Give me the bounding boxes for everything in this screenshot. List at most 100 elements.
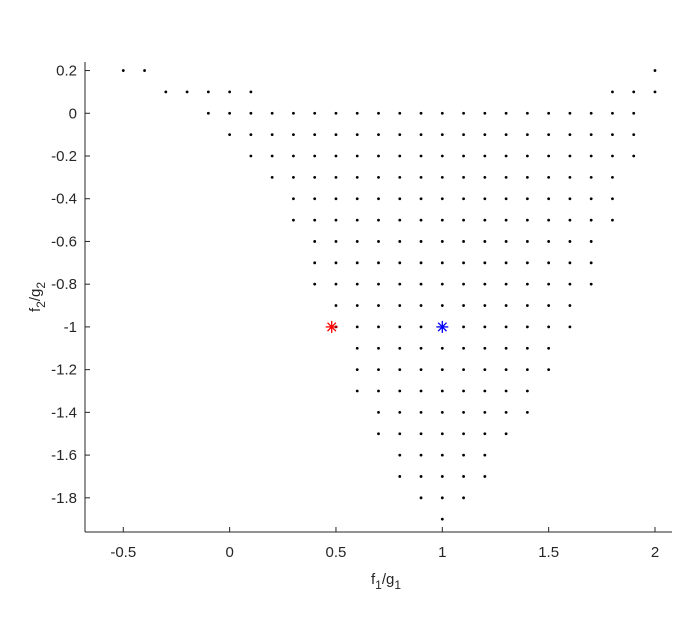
scatter-point <box>589 197 593 201</box>
scatter-point <box>589 261 593 265</box>
scatter-point <box>483 453 487 457</box>
scatter-point <box>568 111 572 115</box>
scatter-point <box>440 261 444 265</box>
scatter-point <box>611 154 614 158</box>
scatter-point <box>611 218 614 222</box>
scatter-point <box>504 154 508 158</box>
scatter-point <box>377 261 380 265</box>
scatter-point <box>440 304 444 307</box>
scatter-point <box>440 389 444 393</box>
scatter-point <box>525 175 529 179</box>
scatter-point <box>398 325 402 329</box>
scatter-point <box>398 346 402 350</box>
scatter-point <box>462 154 465 158</box>
scatter-point <box>504 197 508 201</box>
scatter-point <box>632 154 636 158</box>
scatter-point <box>185 90 189 94</box>
scatter-point <box>440 218 444 222</box>
scatter-point <box>440 282 444 286</box>
scatter-point <box>547 240 551 243</box>
scatter-point <box>504 410 508 414</box>
scatter-point <box>419 368 423 372</box>
scatter-point <box>398 410 402 414</box>
scatter-point <box>313 133 317 137</box>
scatter-point <box>504 111 508 115</box>
scatter-point <box>398 111 402 115</box>
scatter-point <box>419 111 423 115</box>
scatter-point <box>632 133 636 137</box>
scatter-point <box>334 218 338 222</box>
scatter-point <box>525 389 529 393</box>
scatter-point <box>483 304 487 307</box>
x-tick-label: 0 <box>225 544 233 561</box>
scatter-point <box>547 218 551 222</box>
scatter-point <box>419 261 423 265</box>
scatter-point <box>292 218 295 222</box>
scatter-point <box>611 133 614 137</box>
scatter-point <box>462 368 465 372</box>
scatter-point <box>419 218 423 222</box>
scatter-point <box>377 432 380 436</box>
scatter-point <box>483 475 487 478</box>
scatter-point <box>398 475 402 478</box>
scatter-point <box>419 496 423 500</box>
scatter-point <box>504 133 508 137</box>
scatter-point <box>377 282 380 286</box>
scatter-point <box>398 133 402 137</box>
scatter-point <box>440 432 444 436</box>
scatter-point <box>440 453 444 457</box>
scatter-point <box>483 389 487 393</box>
scatter-point <box>355 282 359 286</box>
scatter-point <box>440 197 444 201</box>
scatter-point <box>334 197 338 201</box>
scatter-point <box>589 218 593 222</box>
y-axis-label: f2/g2 <box>27 282 48 312</box>
scatter-point <box>525 346 529 350</box>
scatter-point <box>377 240 380 243</box>
scatter-point <box>143 69 146 72</box>
highlight-star <box>436 320 449 333</box>
scatter-point <box>334 133 338 137</box>
scatter-point <box>419 282 423 286</box>
scatter-point <box>313 218 317 222</box>
scatter-point <box>547 154 551 158</box>
scatter-point <box>483 133 487 137</box>
scatter-point <box>355 154 359 158</box>
scatter-point <box>589 282 593 286</box>
scatter-point <box>249 133 253 137</box>
scatter-point <box>440 133 444 137</box>
scatter-point <box>377 197 380 201</box>
scatter-point <box>440 154 444 158</box>
scatter-point <box>398 240 402 243</box>
scatter-point <box>483 218 487 222</box>
scatter-point <box>504 218 508 222</box>
label-part: 1 <box>375 578 382 592</box>
scatter-point <box>121 69 125 72</box>
y-tick-label: -0.4 <box>51 191 77 208</box>
scatter-point <box>547 261 551 265</box>
scatter-point <box>398 261 402 265</box>
scatter-point <box>398 389 402 393</box>
scatter-point <box>334 304 338 307</box>
scatter-point <box>398 453 402 457</box>
scatter-point <box>355 304 359 307</box>
scatter-point <box>632 111 636 115</box>
scatter-point <box>653 90 657 94</box>
scatter-point <box>334 282 338 286</box>
y-tick-label: -1.4 <box>51 404 77 421</box>
scatter-point <box>483 368 487 372</box>
scatter-point <box>525 197 529 201</box>
scatter-point <box>419 175 423 179</box>
scatter-point <box>419 240 423 243</box>
scatter-point <box>568 154 572 158</box>
scatter-point <box>547 133 551 137</box>
scatter-point <box>228 133 232 137</box>
scatter-point <box>504 389 508 393</box>
scatter-point <box>355 240 359 243</box>
scatter-point <box>504 346 508 350</box>
scatter-point <box>525 111 529 115</box>
scatter-point <box>462 282 465 286</box>
scatter-point <box>589 240 593 243</box>
scatter-point <box>398 218 402 222</box>
